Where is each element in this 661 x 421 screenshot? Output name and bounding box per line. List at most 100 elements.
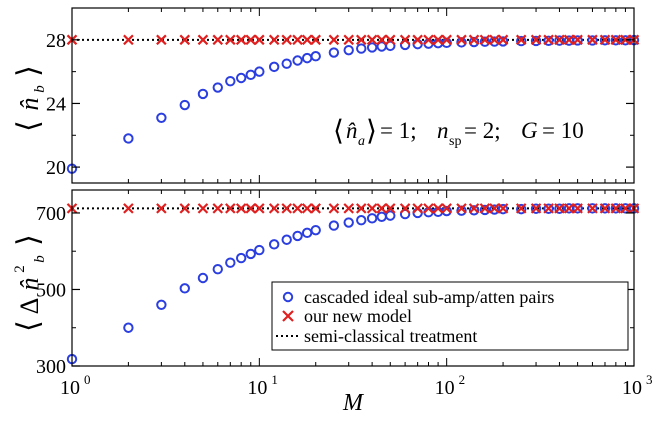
bottom-ylabel-subscript: b <box>32 255 48 263</box>
bottom-new-model-point <box>432 203 444 214</box>
bottom-cascaded-point <box>254 244 265 256</box>
xtick-label: 10 <box>60 377 80 399</box>
bottom-new-model-point <box>376 203 387 214</box>
top-cascaded-point <box>225 75 236 87</box>
bottom-new-model-point <box>412 203 423 214</box>
bottom-cascaded-point <box>179 283 190 294</box>
bottom-new-model-point <box>281 203 292 214</box>
top-cascaded-point <box>123 133 134 144</box>
bottom-cascaded-point <box>516 203 527 215</box>
top-cascaded-point <box>572 35 583 46</box>
top-new-model-point <box>599 34 611 46</box>
bottom-new-model-point <box>343 203 354 214</box>
top-new-model-point <box>376 34 387 46</box>
top-new-model-point <box>543 34 554 46</box>
top-new-model-point <box>179 34 191 46</box>
top-new-model-point <box>343 34 354 46</box>
top-cascaded-point <box>212 82 223 93</box>
top-new-model-point <box>384 34 396 46</box>
bottom-new-model-point <box>245 203 257 214</box>
top-cascaded-point <box>156 112 167 123</box>
bottom-new-model-point <box>468 203 480 214</box>
xtick-label: 10 <box>622 377 642 399</box>
bottom-new-model-point <box>554 203 565 214</box>
xtick-label-exponent: 1 <box>271 372 278 387</box>
bottom-cascaded-point <box>376 211 387 222</box>
bottom-new-model-point <box>497 203 509 214</box>
top-cascaded-point <box>292 55 303 66</box>
bottom-cascaded-point <box>197 272 209 284</box>
bottom-cascaded-point <box>497 203 509 215</box>
top-new-model-point <box>554 34 565 46</box>
annotation-part1: = 1; <box>380 118 417 143</box>
xtick-label-exponent: 0 <box>84 372 91 387</box>
annotation-na-sub: a <box>358 134 365 149</box>
top-ytick-label: 28 <box>46 30 66 52</box>
bottom-new-model-point <box>479 203 491 214</box>
top-cascaded-point <box>356 43 367 54</box>
bottom-new-model-point <box>212 203 224 214</box>
bottom-cascaded-point <box>245 248 256 260</box>
top-new-model-point <box>281 34 292 46</box>
top-new-model-point <box>489 34 500 46</box>
bottom-cascaded-point <box>468 205 480 216</box>
bottom-new-model-point <box>254 203 265 214</box>
top-cascaded-point <box>281 58 292 69</box>
annotation: ⟨ n̂ a ⟩ = 1; n sp = 2; G = 10 <box>333 116 584 149</box>
bottom-cascaded-point <box>328 220 340 231</box>
top-new-model-point <box>399 34 411 46</box>
top-cascaded-point <box>468 36 480 48</box>
top-ytick-label: 20 <box>46 157 66 179</box>
bottom-cascaded-point <box>301 227 313 239</box>
top-panel: 20 24 28 ⟨ n̂ b ⟩ ⟨ n̂ a ⟩ = 1; n sp = 2; … <box>12 7 640 184</box>
top-new-model-point <box>235 34 247 46</box>
bottom-new-model-point <box>515 203 527 214</box>
annotation-nsp-sub: sp <box>449 134 461 149</box>
bottom-cascaded-point <box>292 230 303 242</box>
top-cascaded-point <box>456 37 467 48</box>
bottom-new-model-point <box>328 203 340 214</box>
bottom-new-model-point <box>441 203 452 214</box>
bottom-new-model-point <box>456 203 467 214</box>
top-ticks: 20 24 28 <box>46 8 634 183</box>
top-plot-marks <box>66 34 640 174</box>
bottom-cascaded-point <box>123 322 134 333</box>
top-new-model-point <box>156 34 167 46</box>
top-cascaded-point <box>254 66 265 77</box>
bottom-cascaded-point <box>530 203 542 214</box>
top-new-model-point <box>497 34 509 46</box>
bottom-cascaded-point <box>212 264 223 275</box>
bottom-new-model-point <box>292 203 303 214</box>
top-new-model-point <box>587 34 598 46</box>
annotation-G: G <box>521 118 538 143</box>
top-new-model-point <box>432 34 444 46</box>
top-axes-frame <box>71 7 635 184</box>
bottom-new-model-point <box>123 203 134 214</box>
legend-entry-0: cascaded ideal sub-amp/atten pairs <box>304 287 554 307</box>
bottom-new-model-point <box>225 203 236 214</box>
top-new-model-point <box>468 34 480 46</box>
bottom-new-model-point <box>572 203 583 214</box>
top-cascaded-point <box>235 72 247 84</box>
top-cascaded-point <box>197 88 209 100</box>
bottom-cascaded-point <box>156 299 167 310</box>
top-ylabel-symbol: n̂ <box>15 98 44 111</box>
bottom-new-model-point <box>530 203 542 214</box>
top-ylabel-subscript: b <box>32 85 48 93</box>
top-cascaded-point <box>587 35 598 46</box>
bottom-cascaded-point <box>385 210 396 221</box>
bottom-cascaded-point <box>268 239 280 250</box>
bottom-new-model-point <box>423 203 434 214</box>
bottom-cascaded-point <box>225 257 236 268</box>
bottom-new-model-point <box>599 203 611 214</box>
top-new-model-point <box>423 34 434 46</box>
bottom-ticks: 300 500 700 10 0 10 1 10 2 10 3 <box>36 190 653 399</box>
top-new-model-point <box>212 34 224 46</box>
top-y-axis-label: ⟨ n̂ b ⟩ <box>12 65 48 132</box>
top-new-model-point <box>355 34 367 46</box>
xtick-label: 10 <box>435 377 455 399</box>
top-cascaded-point <box>516 35 527 47</box>
bottom-new-model-point <box>366 203 378 214</box>
bottom-cascaded-point <box>356 215 367 226</box>
bottom-ylabel-langle: ⟨ <box>12 320 45 332</box>
